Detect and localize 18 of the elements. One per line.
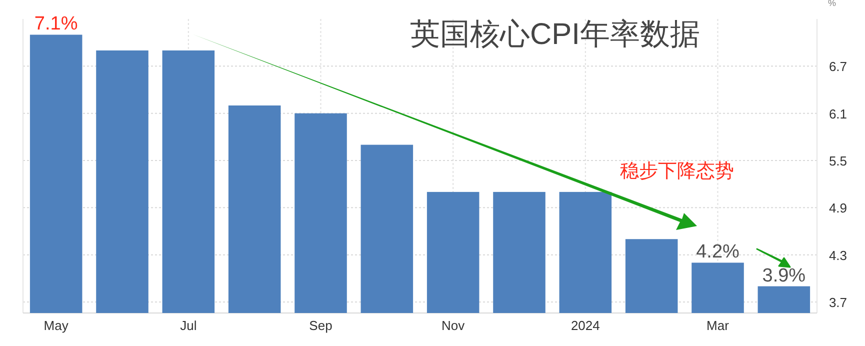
y-tick-label: 4.3 [828, 248, 848, 263]
x-tick-label: Sep [309, 318, 332, 333]
x-tick-label: 2024 [570, 318, 600, 333]
x-tick-label: Nov [442, 318, 466, 333]
annotation: 稳步下降态势 [620, 161, 734, 182]
y-axis-title: % [828, 0, 836, 8]
x-tick-label: Mar [706, 318, 730, 333]
y-tick-label: 6.1 [828, 106, 848, 122]
x-tick-label: May [44, 318, 69, 333]
y-tick-label: 3.7 [828, 294, 848, 310]
data-label: 7.1% [34, 14, 78, 35]
data-label: 4.2% [696, 242, 740, 263]
data-label: 3.9% [762, 265, 806, 286]
y-tick-label: 4.9 [828, 200, 848, 216]
y-tick-label: 6.7 [828, 59, 848, 74]
chart-title: 英国核心CPI年率数据 [410, 18, 700, 51]
y-tick-label: 5.5 [828, 153, 848, 168]
x-tick-label: Jul [180, 318, 197, 333]
